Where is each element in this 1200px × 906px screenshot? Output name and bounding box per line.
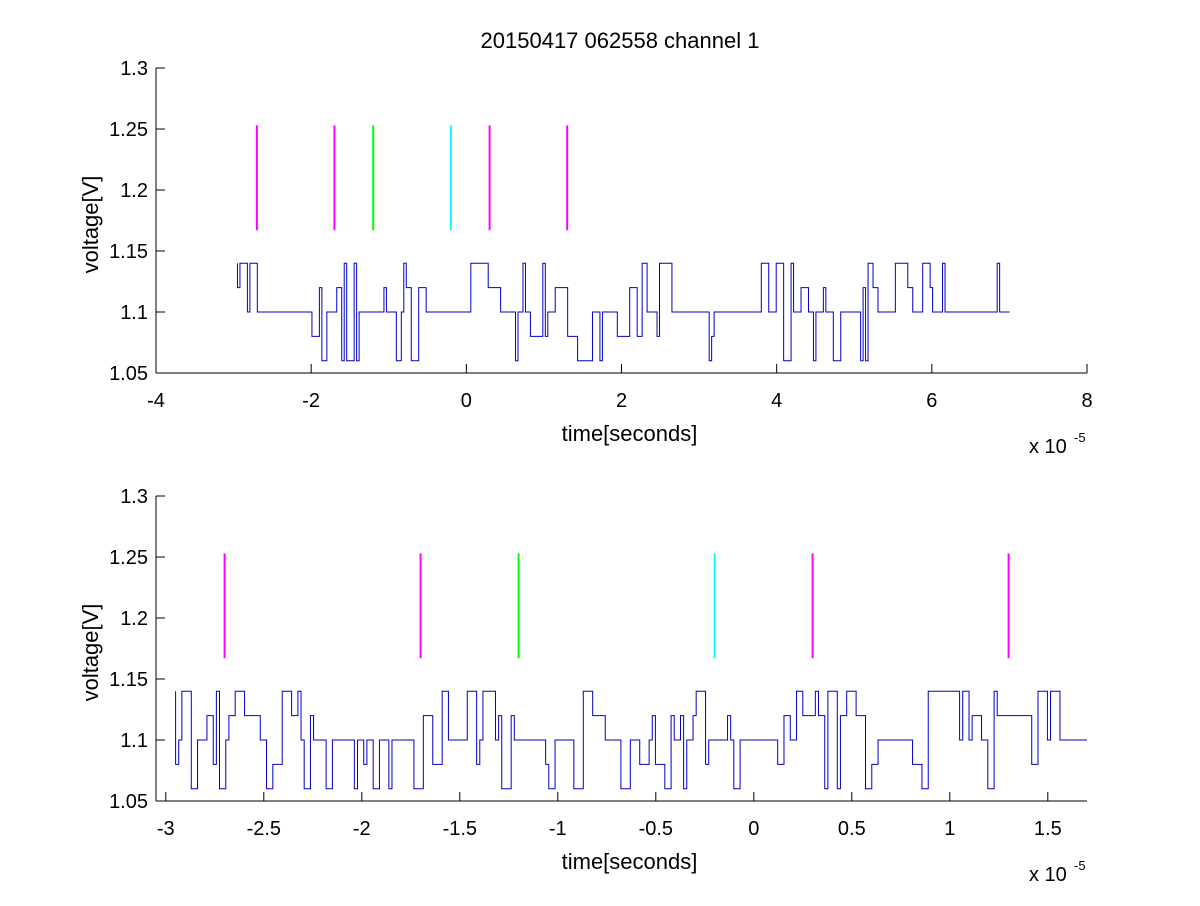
y-tick-label: 1.2 (120, 608, 148, 630)
y-tick-label: 1.05 (109, 363, 148, 385)
signal-trace (175, 690, 1087, 790)
y-tick-label: 1.25 (109, 547, 148, 569)
x-axis-title: time[seconds] (562, 849, 698, 874)
y-tick-label: 1.05 (109, 791, 148, 813)
x-scale-label: x 10 (1029, 864, 1067, 886)
x-tick-label: -2 (302, 390, 320, 412)
x-tick-label: -2.5 (247, 818, 281, 840)
x-tick-label: -1 (549, 818, 567, 840)
signal-trace (236, 262, 1010, 362)
y-tick-label: 1.2 (120, 180, 148, 202)
y-axis-title: voltage[V] (78, 604, 103, 702)
y-tick-label: 1.15 (109, 241, 148, 263)
y-tick-label: 1.3 (120, 58, 148, 80)
x-scale-exponent: -5 (1074, 858, 1086, 873)
x-tick-label: 0.5 (838, 818, 866, 840)
y-tick-label: 1.3 (120, 486, 148, 508)
y-axis-title: voltage[V] (78, 176, 103, 274)
x-tick-label: 1 (944, 818, 955, 840)
x-scale-exponent: -5 (1074, 430, 1086, 445)
x-tick-label: -0.5 (639, 818, 673, 840)
x-scale-label: x 10 (1029, 436, 1067, 458)
figure-title: 20150417 062558 channel 1 (481, 28, 760, 53)
x-tick-label: 1.5 (1034, 818, 1062, 840)
x-tick-label: 2 (616, 390, 627, 412)
x-tick-label: -3 (157, 818, 175, 840)
x-tick-label: -2 (353, 818, 371, 840)
x-tick-label: 6 (926, 390, 937, 412)
x-tick-label: -1.5 (443, 818, 477, 840)
bottom-plot: -3 -2.5 -2 -1.5 -1 -0.5 0 0.5 1 1.5 1.05 1.1 1.15 1.2… (78, 486, 1087, 886)
x-axis-title: time[seconds] (562, 421, 698, 446)
top-plot: -4 -2 0 2 4 6 8 1.05 1.1 1.15 1.2 1.25 1.3 time[secon… (78, 58, 1093, 458)
x-tick-label: 8 (1081, 390, 1092, 412)
y-tick-label: 1.25 (109, 119, 148, 141)
x-tick-label: -4 (147, 390, 165, 412)
y-tick-label: 1.1 (120, 730, 148, 752)
y-tick-label: 1.1 (120, 302, 148, 324)
x-tick-label: 0 (748, 818, 759, 840)
y-tick-label: 1.15 (109, 669, 148, 691)
x-tick-label: 0 (461, 390, 472, 412)
x-tick-label: 4 (771, 390, 782, 412)
